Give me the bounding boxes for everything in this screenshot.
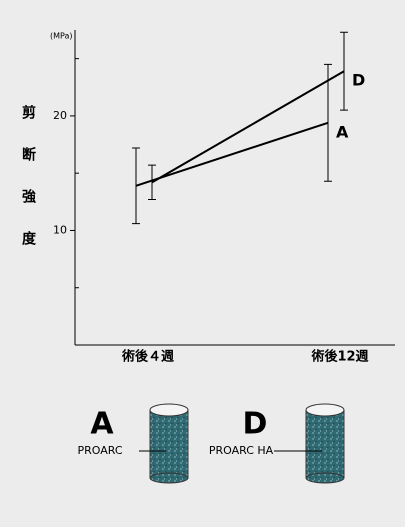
legend-letter: A [90, 407, 114, 442]
error-bar [324, 63, 332, 182]
x-tick-label: 術後12週 [310, 349, 368, 365]
legend-letter: D [243, 407, 268, 442]
y-tick-label: 10 [53, 223, 67, 236]
error-bar [132, 147, 140, 225]
cylinder-d [305, 403, 345, 484]
series-label: D [352, 71, 365, 90]
y-tick-label: 20 [53, 109, 67, 122]
cylinder-a [149, 403, 189, 484]
series-label: A [336, 122, 349, 141]
line [151, 70, 345, 184]
y-axis-label: 剪断強度 [20, 105, 36, 273]
legend-label: PROARC [77, 444, 122, 457]
y-unit: (MPa) [50, 32, 73, 41]
error-bar [148, 164, 156, 201]
x-tick-label: 術後４週 [121, 349, 174, 365]
error-bar [340, 31, 348, 111]
legend-label: PROARC HA [209, 444, 274, 457]
line [135, 121, 329, 187]
